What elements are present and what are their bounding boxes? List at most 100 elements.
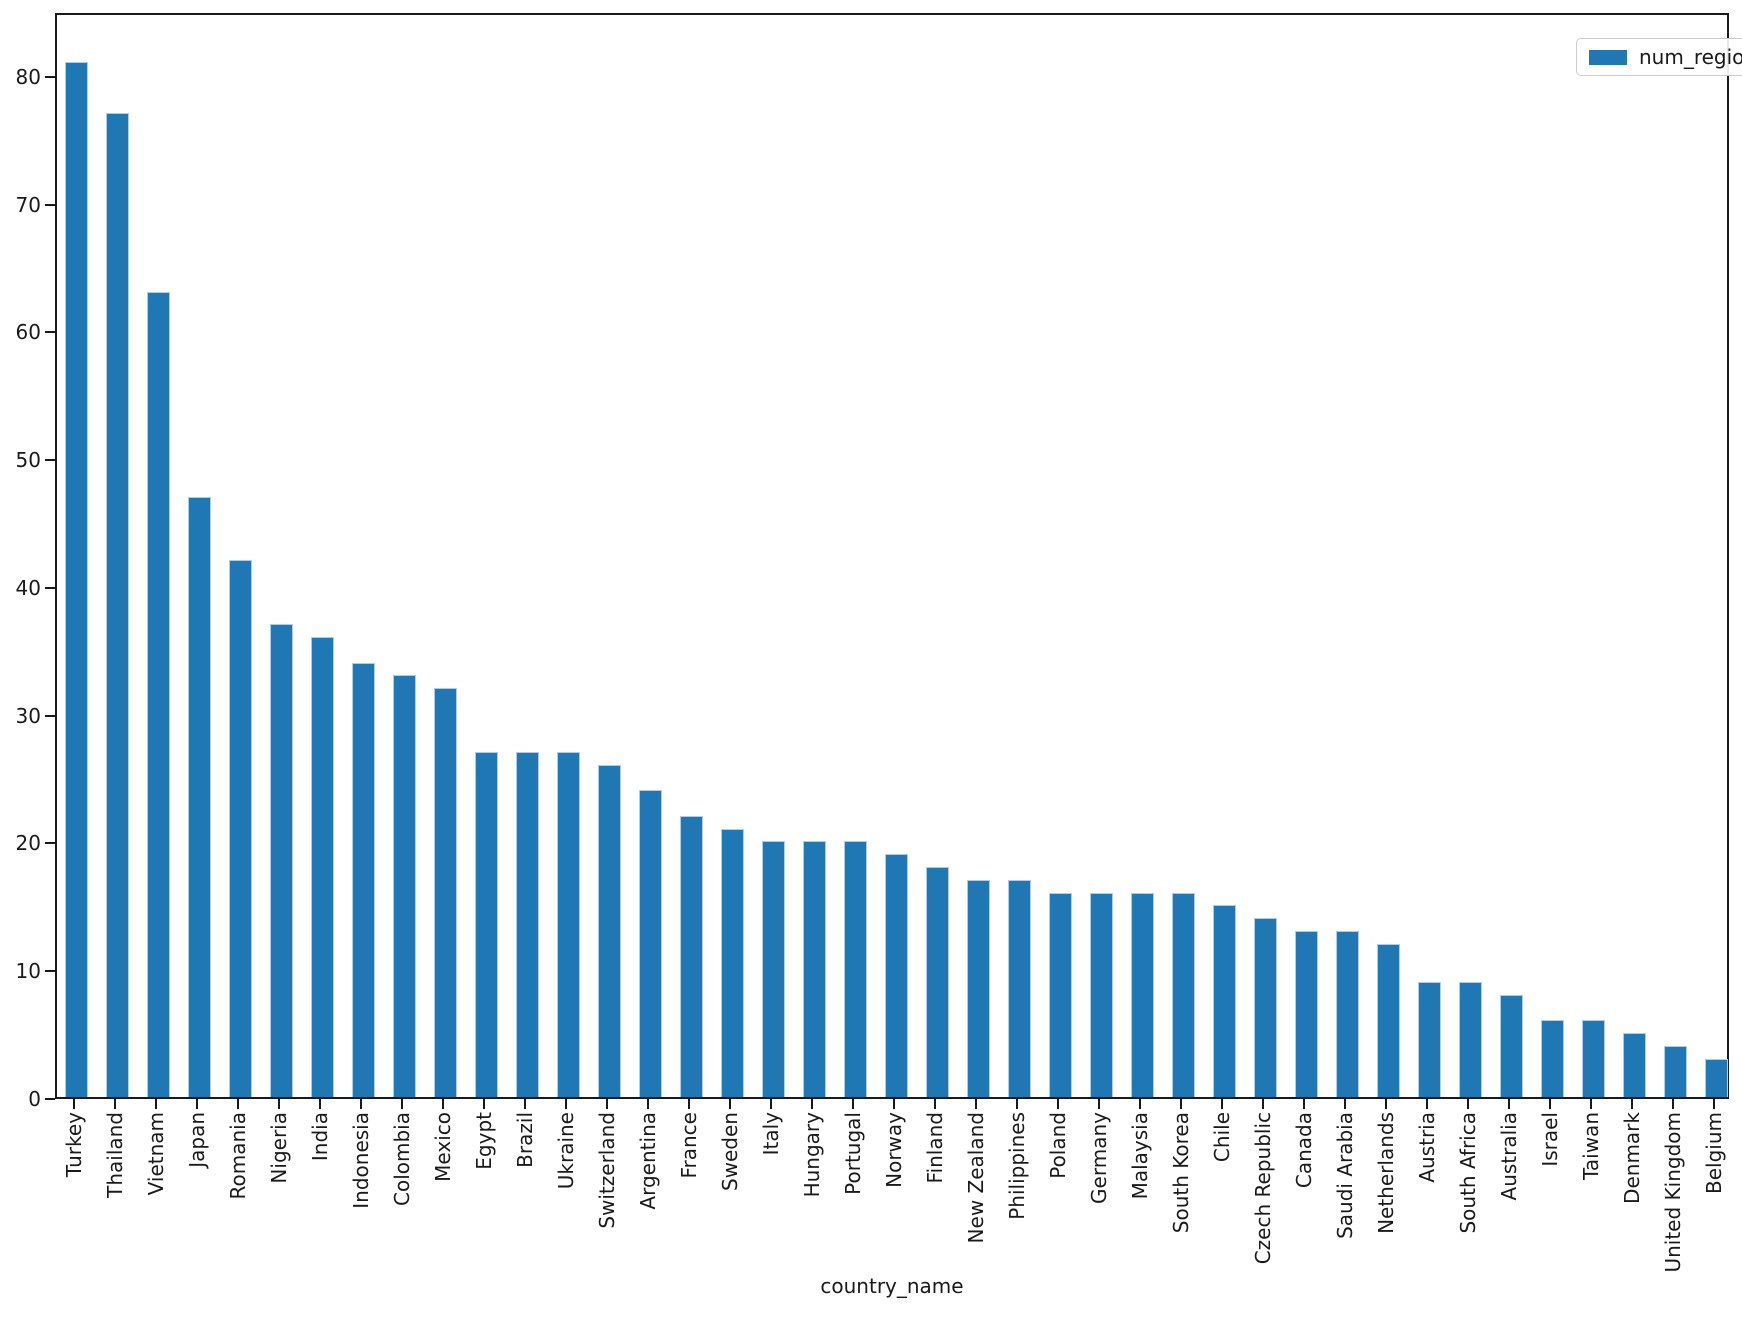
x-tick-label: Romania	[226, 1112, 250, 1200]
x-axis-title: country_name	[820, 1274, 964, 1298]
x-tick-mark	[1262, 1099, 1264, 1109]
bar	[351, 662, 375, 1097]
y-tick-mark	[45, 203, 55, 206]
x-tick-label: Chile	[1210, 1112, 1234, 1163]
x-tick-mark	[1180, 1099, 1182, 1109]
x-tick-mark	[1139, 1099, 1141, 1109]
x-tick-mark	[1549, 1099, 1551, 1109]
x-tick-mark	[1467, 1099, 1469, 1109]
x-tick-label: Indonesia	[349, 1112, 373, 1209]
x-tick-label: Malaysia	[1128, 1112, 1152, 1200]
x-tick-mark	[811, 1099, 813, 1109]
x-tick-label: Hungary	[800, 1112, 824, 1198]
x-tick-label: Vietnam	[144, 1112, 168, 1196]
bar	[1417, 982, 1441, 1097]
y-tick-mark	[45, 586, 55, 589]
x-tick-mark	[278, 1099, 280, 1109]
x-tick-mark	[770, 1099, 772, 1109]
x-tick-label: Finland	[923, 1112, 947, 1184]
x-tick-label: New Zealand	[964, 1112, 988, 1244]
legend-color-swatch-icon	[1589, 49, 1627, 65]
x-tick-mark	[196, 1099, 198, 1109]
bar	[638, 790, 662, 1097]
x-tick-mark	[688, 1099, 690, 1109]
x-tick-mark	[360, 1099, 362, 1109]
x-tick-mark	[1057, 1099, 1059, 1109]
x-tick-label: Switzerland	[595, 1112, 619, 1229]
bar	[884, 854, 908, 1097]
x-tick-label: South Africa	[1456, 1112, 1480, 1234]
bar	[105, 113, 129, 1097]
x-tick-mark	[1631, 1099, 1633, 1109]
bar	[556, 752, 580, 1097]
bar	[392, 675, 416, 1097]
x-tick-label: Nigeria	[267, 1112, 291, 1184]
x-tick-mark	[1221, 1099, 1223, 1109]
x-tick-label: Japan	[185, 1112, 209, 1168]
x-tick-label: United Kingdom	[1661, 1112, 1685, 1273]
bar	[1048, 892, 1072, 1097]
bar	[1253, 918, 1277, 1097]
bar	[310, 637, 334, 1097]
y-tick-label: 10	[15, 959, 41, 984]
bar	[1007, 879, 1031, 1097]
x-tick-mark	[852, 1099, 854, 1109]
x-tick-mark	[606, 1099, 608, 1109]
x-tick-label: Mexico	[431, 1112, 455, 1182]
x-tick-mark	[401, 1099, 403, 1109]
x-tick-mark	[1344, 1099, 1346, 1109]
bar	[1581, 1020, 1605, 1097]
x-tick-mark	[73, 1099, 75, 1109]
x-tick-label: Philippines	[1005, 1112, 1029, 1220]
x-tick-label: Egypt	[472, 1112, 496, 1170]
bar	[802, 841, 826, 1097]
bar	[720, 828, 744, 1097]
bar	[515, 752, 539, 1097]
x-tick-label: Australia	[1497, 1112, 1521, 1201]
x-tick-label: Canada	[1292, 1112, 1316, 1189]
bars-layer	[57, 15, 1728, 1097]
x-tick-label: Poland	[1046, 1112, 1070, 1179]
x-tick-mark	[1303, 1099, 1305, 1109]
bar	[1704, 1058, 1728, 1097]
x-tick-mark	[319, 1099, 321, 1109]
bar	[146, 292, 170, 1097]
x-tick-label: Thailand	[103, 1112, 127, 1198]
bar	[1089, 892, 1113, 1097]
bar	[843, 841, 867, 1097]
y-tick-mark	[45, 331, 55, 334]
x-tick-label: Ukraine	[554, 1112, 578, 1190]
y-tick-label: 60	[15, 320, 41, 345]
plot-area: num_regions	[55, 13, 1742, 1099]
x-tick-label: India	[308, 1112, 332, 1162]
x-tick-label: Austria	[1415, 1112, 1439, 1183]
bar	[679, 815, 703, 1097]
x-tick-label: Germany	[1087, 1112, 1111, 1204]
legend-label: num_regions	[1639, 45, 1742, 69]
y-tick-label: 0	[28, 1087, 41, 1111]
bar	[1335, 930, 1359, 1097]
bar	[433, 688, 457, 1097]
x-tick-mark	[893, 1099, 895, 1109]
bar	[1212, 905, 1236, 1097]
x-tick-mark	[975, 1099, 977, 1109]
bar	[1622, 1033, 1646, 1097]
x-tick-mark	[1713, 1099, 1715, 1109]
x-tick-mark	[155, 1099, 157, 1109]
x-tick-label: Czech Republic	[1251, 1112, 1275, 1265]
y-tick-mark	[45, 459, 55, 462]
x-tick-label: France	[677, 1112, 701, 1179]
x-tick-label: Saudi Arabia	[1333, 1112, 1357, 1239]
bar	[1458, 982, 1482, 1097]
y-tick-label: 20	[15, 831, 41, 856]
x-tick-mark	[1098, 1099, 1100, 1109]
x-tick-label: Colombia	[390, 1112, 414, 1206]
x-tick-mark	[934, 1099, 936, 1109]
y-tick-mark	[45, 970, 55, 973]
bar	[228, 560, 252, 1097]
x-tick-label: Italy	[759, 1112, 783, 1156]
x-tick-mark	[1385, 1099, 1387, 1109]
x-tick-label: Portugal	[841, 1112, 865, 1195]
x-tick-mark	[1016, 1099, 1018, 1109]
legend: num_regions	[1576, 38, 1742, 76]
